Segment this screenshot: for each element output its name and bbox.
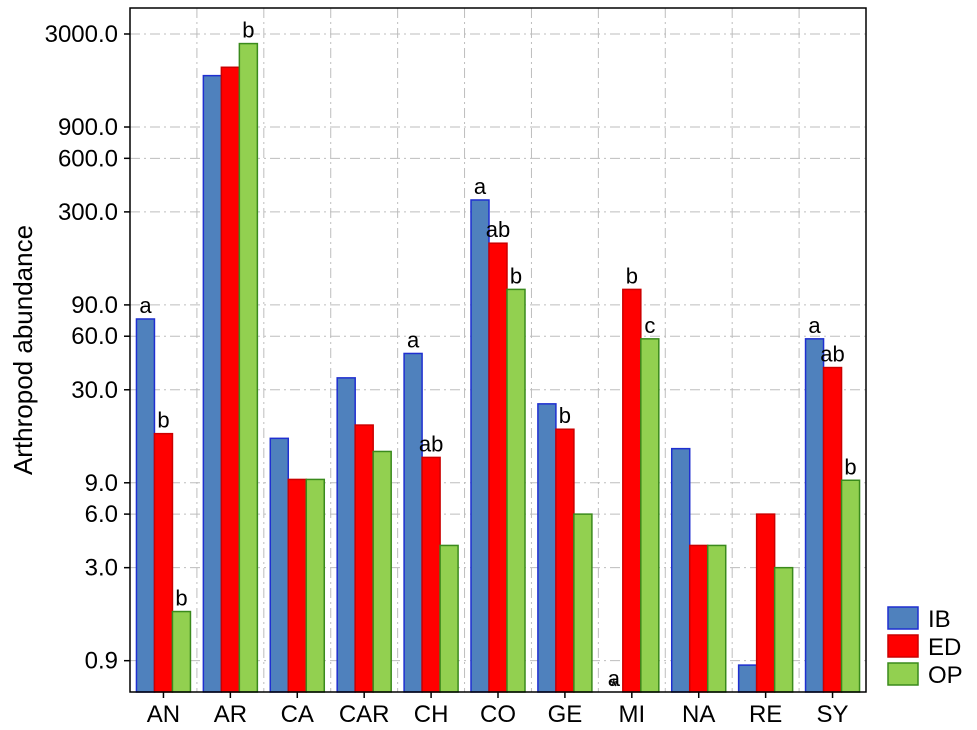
annotation-co-ib: a (474, 174, 487, 199)
annotation-sy-ib: a (808, 313, 821, 338)
bar-mi-op (640, 338, 660, 693)
legend-swatch-ed (887, 634, 919, 658)
bar-an-ib (135, 318, 156, 693)
x-tick-label-sy: SY (817, 701, 849, 728)
y-axis-ticks: 0.9 3.0 6.0 9.0 30.0 60.0 90.0 300.0 600.0 900.0 3… (45, 21, 130, 675)
x-tick-label-co: CO (480, 701, 516, 728)
x-tick-label-na: NA (682, 701, 715, 728)
legend-label-ib: IB (928, 606, 951, 633)
y-tick-label-8: 600.0 (58, 145, 118, 172)
annotation-ar-op: b (242, 18, 254, 43)
bar-mi-ed (622, 288, 642, 693)
legend-label-op: OP (928, 662, 963, 689)
bar-co-ed (488, 242, 508, 693)
y-tick-label-6: 90.0 (71, 292, 118, 319)
y-tick-label-4: 30.0 (71, 377, 118, 404)
annotation-an-op: b (175, 586, 187, 611)
y-tick-label-10: 3000.0 (45, 21, 118, 48)
y-tick-label-5: 60.0 (71, 323, 118, 350)
x-tick-label-re: RE (749, 701, 782, 728)
bar-re-ib (737, 664, 758, 693)
x-tick-label-an: AN (147, 701, 180, 728)
annotation-mi-op: c (644, 313, 655, 338)
x-tick-label-mi: MI (618, 701, 645, 728)
bar-ge-op (573, 513, 593, 693)
y-tick-label-3: 9.0 (85, 470, 118, 497)
bar-ge-ib (537, 403, 557, 693)
bar-na-ed (688, 544, 709, 693)
bar-car-op (372, 450, 392, 693)
bar-ch-op (439, 544, 459, 693)
y-tick-label-9: 900.0 (58, 114, 118, 141)
bar-sy-ib (804, 338, 825, 693)
annotation-co-op: b (510, 263, 522, 288)
bar-co-op (506, 288, 526, 693)
x-tick-label-ar: AR (214, 701, 247, 728)
y-tick-label-7: 300.0 (58, 199, 118, 226)
annotation-sy-ed: ab (820, 342, 844, 367)
bar-ca-op (305, 478, 326, 693)
bar-ca-ib (269, 437, 290, 693)
x-axis-ticks: AN AR CA CAR CH CO GE MI NA RE SY (147, 692, 849, 728)
annotation-ge-ed: b (559, 403, 571, 428)
legend-swatch-op (887, 662, 919, 686)
bar-co-ib (470, 199, 490, 693)
bar-ar-ib (202, 74, 223, 693)
annotation-mi-ib: a (608, 666, 621, 691)
legend-label-ed: ED (928, 634, 961, 661)
bar-ch-ib (403, 352, 423, 693)
bar-re-op (773, 566, 794, 693)
bars (135, 42, 861, 693)
bar-ch-ed (421, 456, 441, 693)
bar-ca-ed (287, 478, 308, 693)
y-axis-title: Arthropod abundance (8, 225, 38, 475)
annotation-ch-ib: a (407, 327, 420, 352)
y-tick-label-0: 0.9 (85, 648, 118, 675)
x-tick-label-ge: GE (548, 701, 583, 728)
x-tick-label-ca: CA (281, 701, 314, 728)
bar-na-ib (670, 447, 691, 693)
bar-an-op (171, 610, 192, 693)
y-tick-label-2: 6.0 (85, 501, 118, 528)
bar-sy-ed (822, 366, 843, 693)
legend-swatch-ib (887, 606, 919, 630)
x-tick-label-car: CAR (339, 701, 390, 728)
bar-car-ed (354, 424, 374, 693)
annotation-co-ed: ab (486, 217, 510, 242)
y-tick-label-1: 3.0 (85, 555, 118, 582)
x-tick-label-ch: CH (414, 701, 449, 728)
annotation-an-ib: a (139, 293, 152, 318)
bar-re-ed (755, 513, 776, 693)
bar-ar-op (238, 42, 259, 693)
bar-ge-ed (555, 428, 575, 693)
annotation-ch-ed: ab (419, 431, 443, 456)
bar-an-ed (153, 432, 174, 693)
bar-ar-ed (220, 66, 241, 693)
annotation-mi-ed: b (626, 263, 638, 288)
bar-sy-op (840, 479, 861, 693)
bar-car-ib (336, 377, 356, 693)
bar-na-op (706, 544, 727, 693)
annotation-an-ed: b (157, 408, 169, 433)
annotation-sy-op: b (844, 454, 856, 479)
marker-0: * (610, 674, 619, 699)
